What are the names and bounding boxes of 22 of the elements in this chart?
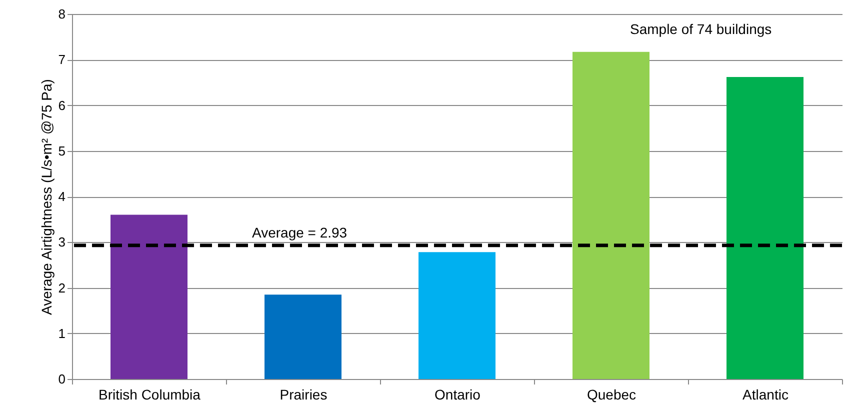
bar	[726, 76, 804, 379]
x-tick-label: Quebec	[586, 386, 636, 402]
bar	[110, 214, 188, 379]
y-tick-label: 7	[58, 52, 66, 68]
bar	[418, 252, 496, 379]
x-tick-label: Prairies	[280, 386, 328, 402]
x-tick-label: Ontario	[434, 386, 481, 402]
y-tick-label: 6	[58, 98, 66, 113]
y-tick-label: 8	[58, 6, 66, 22]
y-tick-label: 1	[58, 326, 66, 341]
y-tick-label: 2	[58, 280, 66, 296]
y-tick-label: 0	[58, 372, 66, 386]
y-tick-label: 3	[58, 234, 66, 250]
annotation: Sample of 74 buildings	[630, 21, 772, 37]
ref-line-label: Average = 2.93	[252, 224, 348, 240]
bar	[264, 294, 342, 379]
x-tick-label: Atlantic	[742, 386, 788, 402]
x-tick-label: British Columbia	[98, 386, 201, 402]
bar	[572, 52, 650, 379]
y-tick-label: 5	[58, 143, 66, 158]
y-tick-label: 4	[58, 189, 66, 204]
y-axis-title: Average Airtightness (L/s•m² @75 Pa)	[38, 79, 54, 315]
